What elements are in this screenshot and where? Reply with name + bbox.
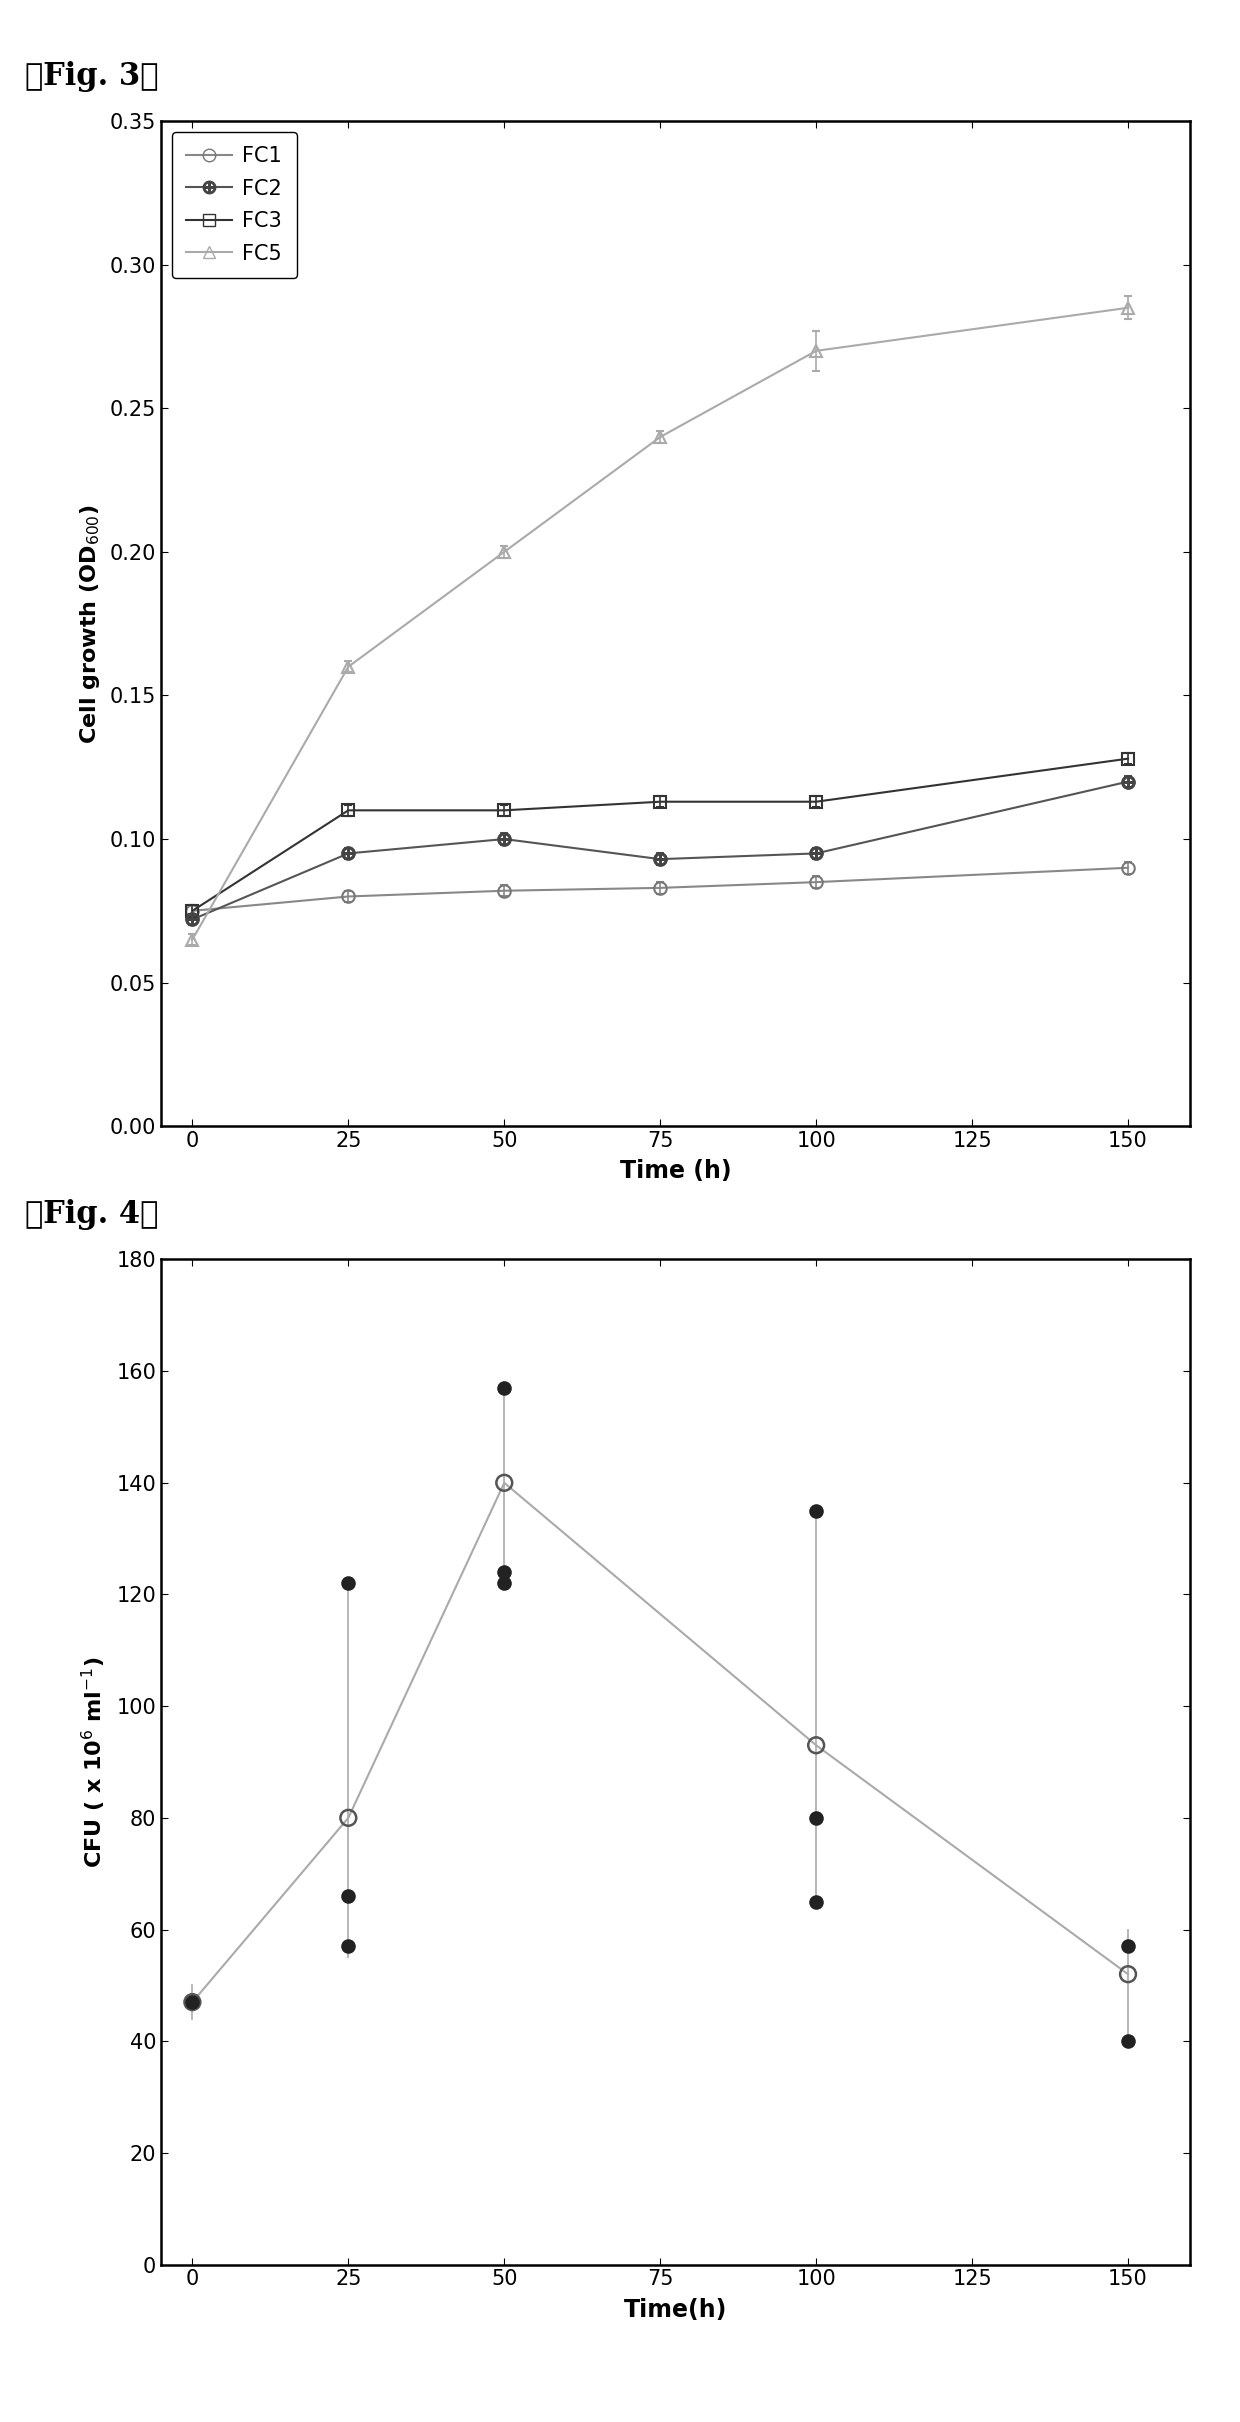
Point (1118, 1955, 1138, 1993)
Point (806, 1727, 826, 1766)
Point (1118, 2022, 1138, 2061)
Point (495, 1553, 515, 1591)
Point (806, 1800, 826, 1838)
Point (339, 1877, 358, 1916)
X-axis label: Time(h): Time(h) (624, 2298, 728, 2323)
Point (339, 1928, 358, 1967)
Legend: FC1, FC2, FC3, FC5: FC1, FC2, FC3, FC5 (171, 131, 296, 279)
Point (182, 1984, 202, 2022)
Point (495, 1565, 515, 1603)
Point (182, 1984, 202, 2022)
X-axis label: Time (h): Time (h) (620, 1160, 732, 1184)
Point (339, 1800, 358, 1838)
Y-axis label: Cell growth (OD$_{600}$): Cell growth (OD$_{600}$) (78, 504, 102, 744)
Point (495, 1368, 515, 1407)
Point (806, 1882, 826, 1921)
Point (1118, 1928, 1138, 1967)
Point (806, 1492, 826, 1531)
Point (495, 1463, 515, 1502)
Point (339, 1565, 358, 1603)
Text: 【Fig. 4】: 【Fig. 4】 (25, 1199, 159, 1230)
Y-axis label: CFU ( x 10$^{6}$ ml$^{-1}$): CFU ( x 10$^{6}$ ml$^{-1}$) (79, 1657, 108, 1867)
Text: 【Fig. 3】: 【Fig. 3】 (25, 61, 159, 92)
